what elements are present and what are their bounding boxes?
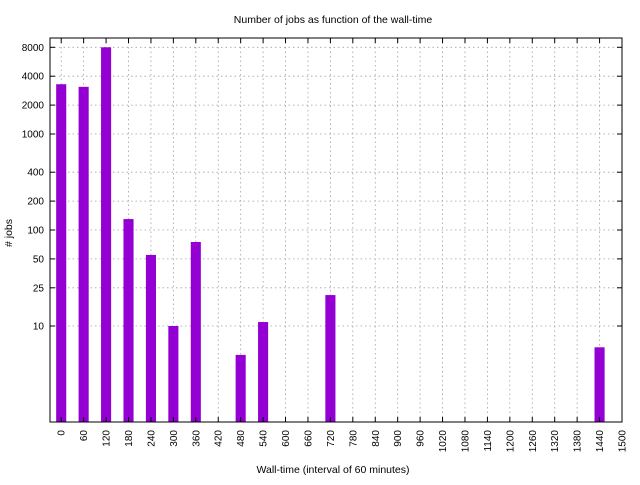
bar-layer	[56, 47, 605, 423]
x-tick-label: 540	[259, 430, 270, 447]
x-tick-label: 1500	[618, 430, 629, 453]
bar-360	[190, 241, 201, 422]
grid-layer	[50, 38, 623, 422]
x-tick-label: 600	[281, 430, 292, 447]
x-tick-label: 660	[303, 430, 314, 447]
x-tick-label: 720	[326, 430, 337, 447]
bar-60	[78, 86, 89, 422]
bar-1440	[594, 347, 605, 422]
bar-720	[325, 295, 336, 422]
tick-layer: 0 60 120 180 240 300 360 420 480 540 600 660 720 780 8…	[22, 38, 629, 452]
y-tick-label: 25	[33, 283, 45, 294]
x-tick-label: 120	[102, 430, 113, 447]
bar-480	[235, 354, 246, 422]
bar-300	[168, 326, 179, 422]
x-tick-label: 1020	[438, 430, 449, 453]
bar-0	[56, 84, 67, 423]
y-axis-label: # jobs	[3, 219, 15, 247]
x-tick-label: 900	[393, 430, 404, 447]
x-tick-label: 780	[348, 430, 359, 447]
y-tick-label: 100	[27, 226, 44, 237]
y-tick-label: 1000	[22, 130, 45, 141]
chart-title: Number of jobs as function of the wall-t…	[234, 14, 433, 26]
x-tick-label: 1200	[505, 430, 516, 453]
y-tick-label: 8000	[22, 43, 45, 54]
y-tick-label: 50	[33, 254, 45, 265]
x-tick-label: 480	[236, 430, 247, 447]
x-tick-label: 360	[191, 430, 202, 447]
y-tick-label: 2000	[22, 101, 45, 112]
bar-180	[123, 219, 134, 422]
x-tick-label: 60	[79, 430, 90, 442]
y-tick-label: 200	[27, 197, 44, 208]
x-tick-label: 180	[124, 430, 135, 447]
x-tick-label: 1260	[528, 430, 539, 453]
bar-540	[258, 322, 269, 422]
x-tick-label: 1140	[483, 430, 494, 452]
bar-240	[145, 254, 156, 422]
x-axis-label: Wall-time (interval of 60 minutes)	[256, 464, 409, 476]
x-tick-label: 840	[371, 430, 382, 447]
x-tick-label: 1440	[595, 430, 606, 453]
x-tick-label: 300	[169, 430, 180, 447]
y-tick-label: 4000	[22, 72, 45, 83]
x-tick-label: 1080	[460, 430, 471, 453]
y-tick-label: 400	[27, 168, 44, 179]
x-tick-label: 960	[416, 430, 427, 447]
bar-120	[101, 47, 112, 423]
x-tick-label: 240	[146, 430, 157, 447]
x-tick-label: 1320	[550, 430, 561, 453]
x-tick-label: 420	[214, 430, 225, 447]
x-tick-label: 0	[57, 430, 68, 436]
x-tick-label: 1380	[573, 430, 584, 453]
y-tick-label: 10	[33, 322, 45, 333]
